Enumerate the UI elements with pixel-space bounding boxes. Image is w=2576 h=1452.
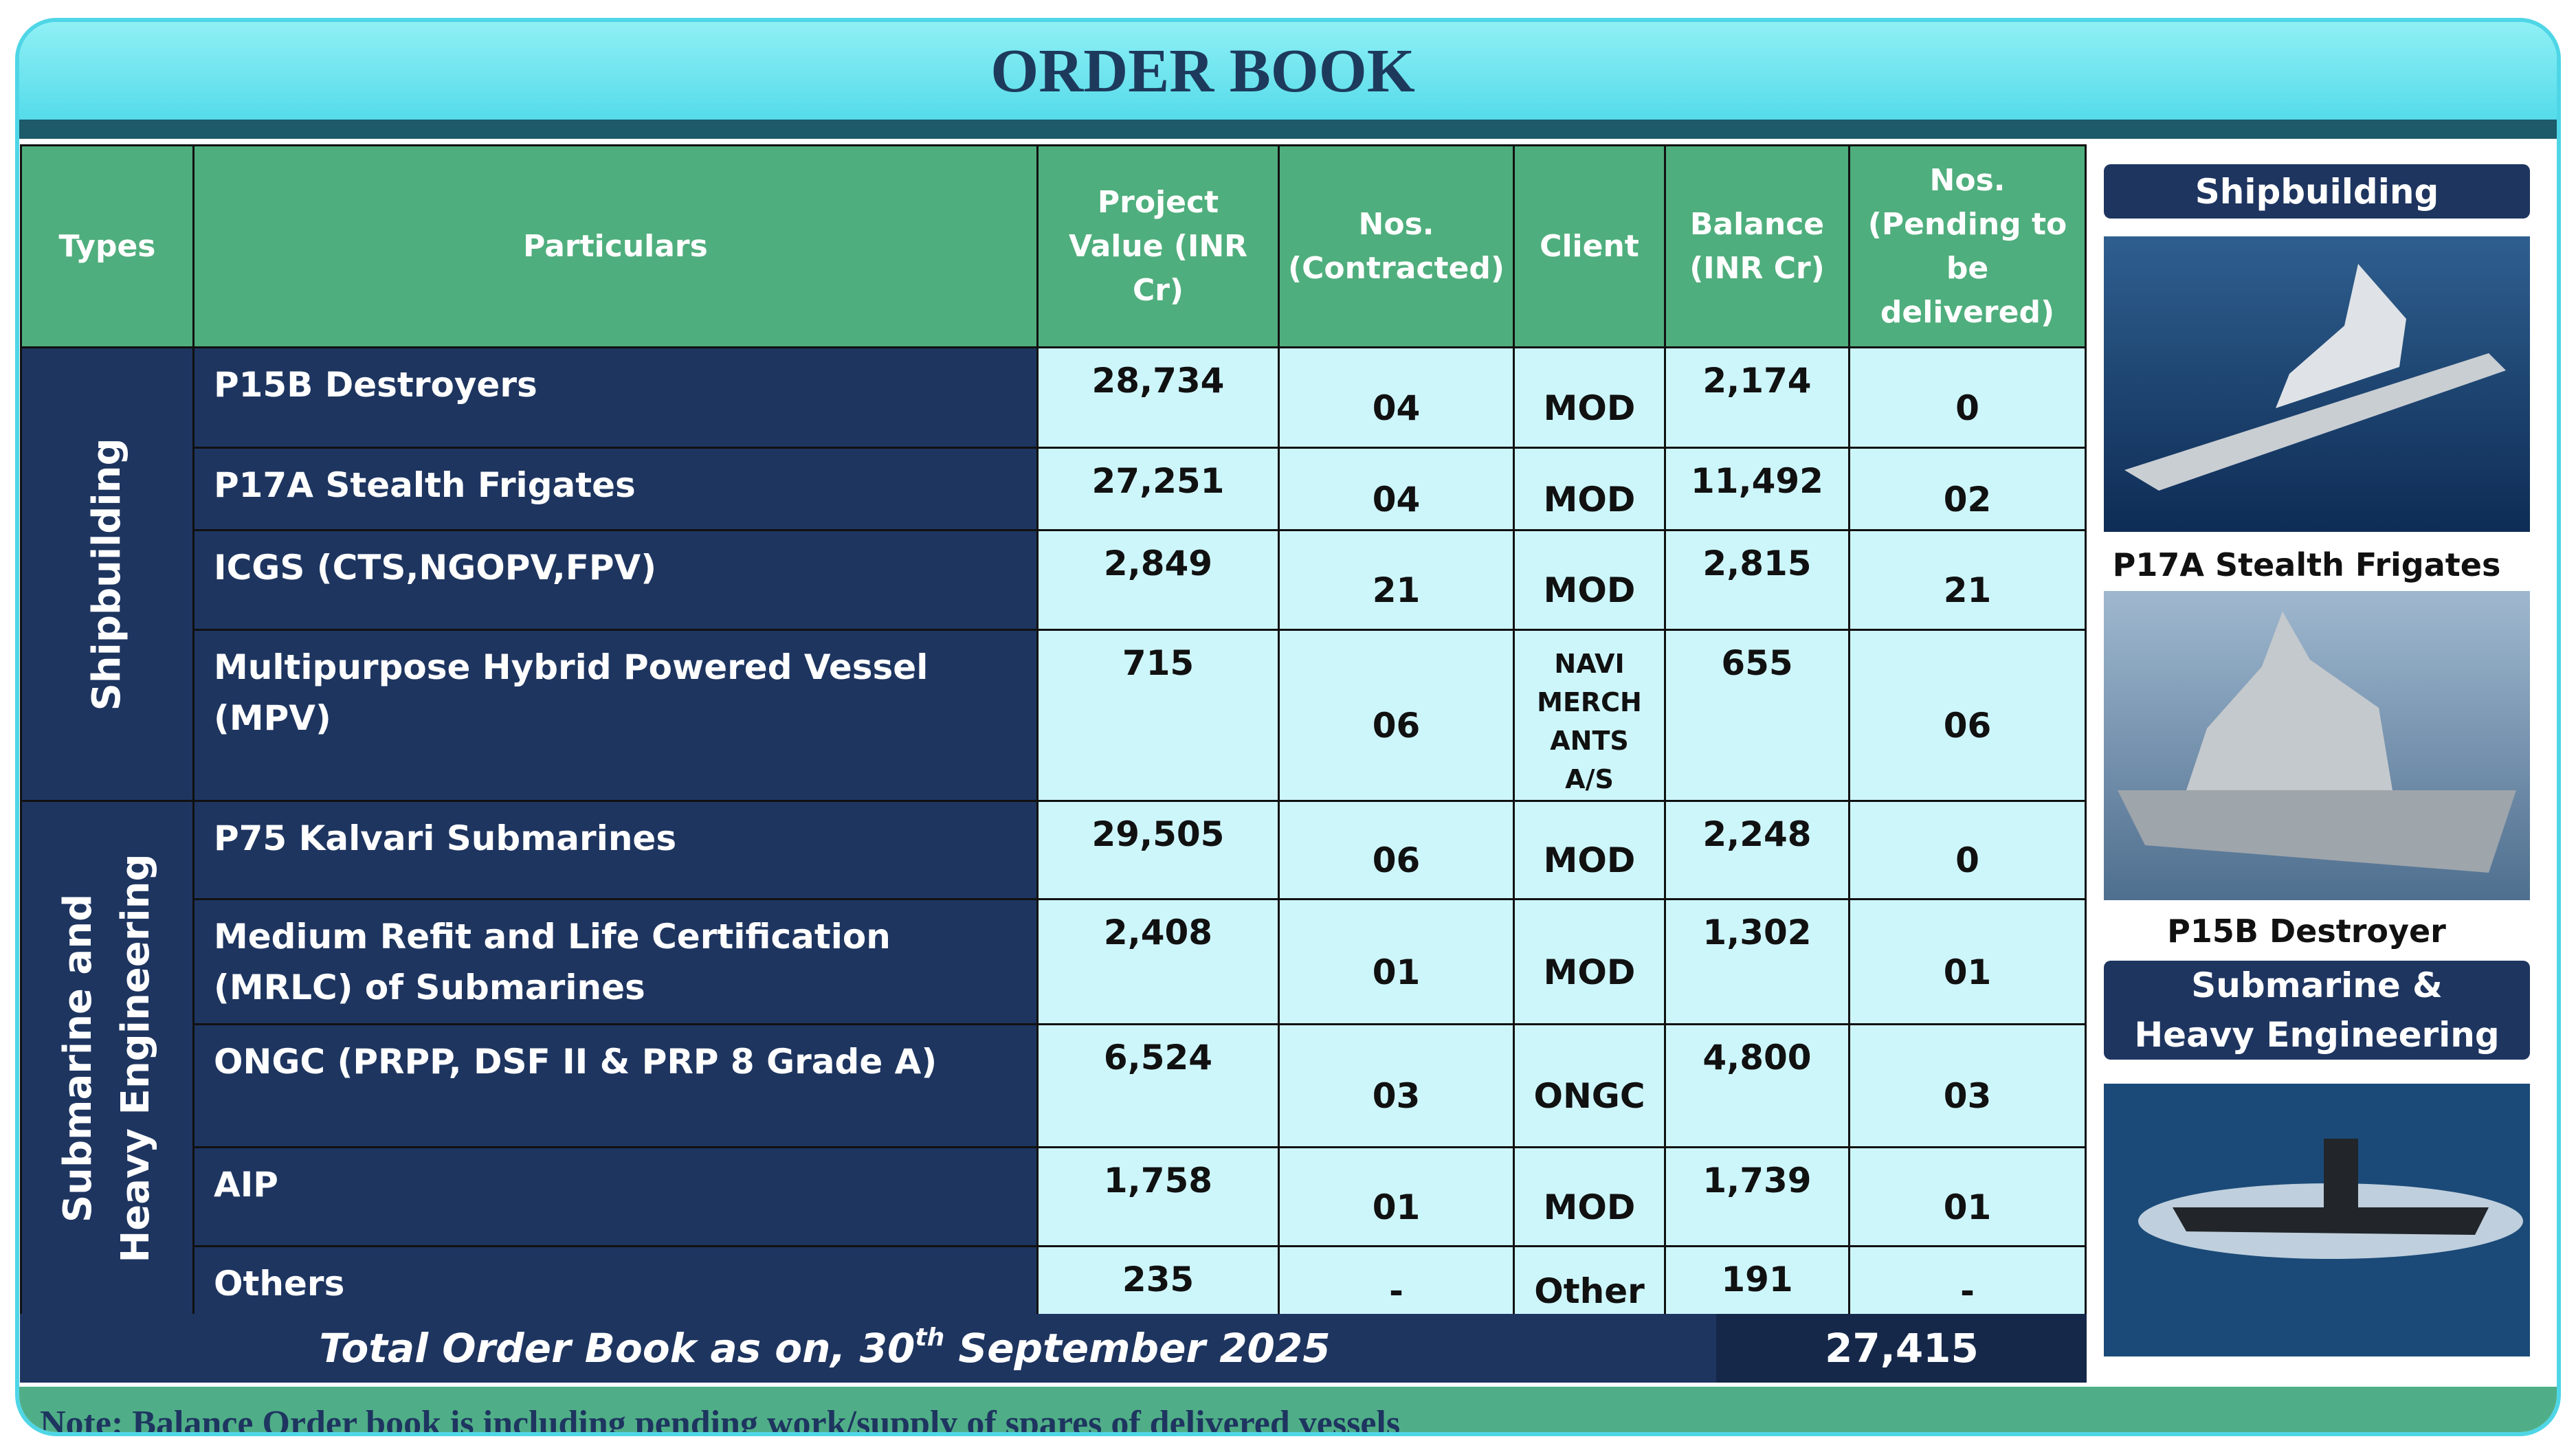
value-cell: MOD	[1513, 447, 1666, 531]
value-cell: MOD	[1513, 898, 1666, 1025]
particular-cell: P17A Stealth Frigates	[192, 447, 1039, 531]
value-cell: NAVI MERCH ANTS A/S	[1513, 629, 1666, 802]
value-cell: 01	[1278, 1146, 1515, 1247]
header-cell: Nos. (Pending to be delivered)	[1848, 144, 2087, 348]
particular-cell: Others	[192, 1245, 1039, 1316]
value-cell: MOD	[1513, 346, 1666, 449]
value-cell: 28,734	[1036, 346, 1280, 449]
value-cell: MOD	[1513, 529, 1666, 631]
value-cell: 2,174	[1664, 346, 1850, 449]
value-cell: 2,248	[1664, 800, 1850, 900]
particular-cell: ICGS (CTS,NGOPV,FPV)	[192, 529, 1039, 631]
type-label: Submarine and Heavy Engineering	[56, 853, 158, 1263]
shipbuilding-label: Shipbuilding	[2104, 164, 2530, 219]
value-cell: 2,815	[1664, 529, 1850, 631]
title-band	[19, 120, 2557, 139]
title-bar	[19, 22, 2557, 120]
header-cell: Balance (INR Cr)	[1664, 144, 1850, 348]
value-cell: 04	[1278, 346, 1515, 449]
value-cell: 01	[1848, 1146, 2087, 1247]
value-cell: ONGC	[1513, 1023, 1666, 1148]
header-cell: Types	[20, 144, 195, 348]
hull	[2173, 1207, 2489, 1235]
value-cell: 21	[1848, 529, 2087, 631]
value-cell: 06	[1278, 800, 1515, 900]
value-cell: 02	[1848, 447, 2087, 531]
value-cell: 0	[1848, 346, 2087, 449]
value-cell: 27,251	[1036, 447, 1280, 531]
value-cell: 1,758	[1036, 1146, 1280, 1247]
value-cell: Other	[1513, 1245, 1666, 1316]
sail	[2324, 1139, 2358, 1211]
caption: P15B Destroyer	[2167, 913, 2446, 950]
type-label: Shipbuilding	[85, 437, 129, 711]
type-cell: Shipbuilding	[20, 346, 195, 802]
header-cell: Nos. (Contracted)	[1278, 144, 1515, 348]
particular-cell: ONGC (PRPP, DSF II & PRP 8 Grade A)	[192, 1023, 1039, 1148]
value-cell: MOD	[1513, 1146, 1666, 1247]
submarine-label: Submarine & Heavy Engineering	[2104, 961, 2530, 1060]
submarine-image	[2104, 1084, 2530, 1356]
value-cell: 2,408	[1036, 898, 1280, 1025]
value-cell: 01	[1848, 898, 2087, 1025]
value-cell: 04	[1278, 447, 1515, 531]
superstructure	[2186, 612, 2392, 790]
note: Note: Balance Order book is including pe…	[40, 1404, 1401, 1436]
caption: P17A Stealth Frigates	[2112, 546, 2501, 583]
value-cell: 0	[1848, 800, 2087, 900]
total-value: 27,415	[1825, 1325, 1979, 1372]
value-cell: 4,800	[1664, 1023, 1850, 1148]
value-cell: -	[1278, 1245, 1515, 1316]
frigate-image	[2104, 236, 2530, 532]
value-cell: -	[1848, 1245, 2087, 1316]
value-cell: 1,302	[1664, 898, 1850, 1025]
value-cell: MOD	[1513, 800, 1666, 900]
title: ORDER BOOK	[990, 36, 1415, 105]
note-bar	[19, 1387, 2557, 1432]
destroyer-image	[2104, 591, 2530, 900]
value-cell: 235	[1036, 1245, 1280, 1316]
value-cell: 1,739	[1664, 1146, 1850, 1247]
value-cell: 21	[1278, 529, 1515, 631]
total-label-part: Total Order Book as on, 30	[319, 1325, 915, 1372]
value-cell: 03	[1848, 1023, 2087, 1148]
total-value-bg	[1716, 1314, 2087, 1383]
header-cell: Project Value (INR Cr)	[1036, 144, 1280, 348]
value-cell: 06	[1278, 629, 1515, 802]
header-cell: Client	[1513, 144, 1666, 348]
value-cell: 11,492	[1664, 447, 1850, 531]
total-label-part: th	[915, 1323, 945, 1352]
value-cell: 01	[1278, 898, 1515, 1025]
value-cell: 655	[1664, 629, 1850, 802]
total-label-part: September 2025	[944, 1325, 1331, 1372]
value-cell: 06	[1848, 629, 2087, 802]
value-cell: 29,505	[1036, 800, 1280, 900]
particular-cell: P75 Kalvari Submarines	[192, 800, 1039, 900]
value-cell: 03	[1278, 1023, 1515, 1148]
value-cell: 2,849	[1036, 529, 1280, 631]
value-cell: 715	[1036, 629, 1280, 802]
value-cell: 6,524	[1036, 1023, 1280, 1148]
hull	[2124, 353, 2506, 491]
particular-cell: AIP	[192, 1146, 1039, 1247]
particular-cell: P15B Destroyers	[192, 346, 1039, 449]
hull	[2118, 790, 2516, 873]
value-cell: 191	[1664, 1245, 1850, 1316]
type-cell: Submarine and Heavy Engineering	[20, 800, 195, 1316]
particular-cell: Multipurpose Hybrid Powered Vessel (MPV)	[192, 629, 1039, 802]
header-cell: Particulars	[192, 144, 1039, 348]
superstructure	[2276, 264, 2406, 408]
particular-cell: Medium Refit and Life Certification (MRL…	[192, 898, 1039, 1025]
